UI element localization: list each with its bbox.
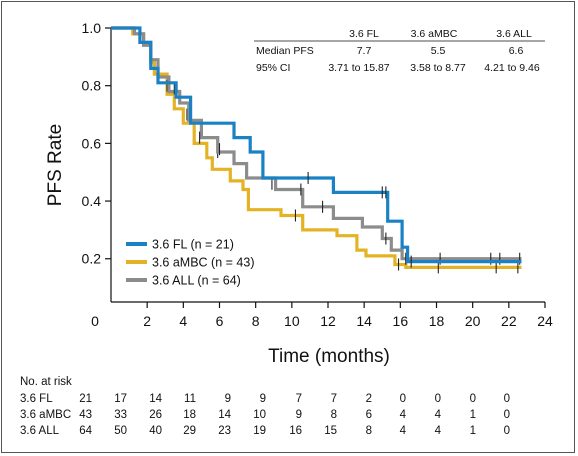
risk-cell: 4 <box>435 425 442 437</box>
risk-cell: 9 <box>296 409 302 421</box>
y-tick-label: 0.8 <box>82 78 102 94</box>
x-tick-label: 10 <box>284 313 300 329</box>
risk-cell: 0 <box>400 393 406 405</box>
risk-cell: 1 <box>470 425 476 437</box>
risk-cell: 9 <box>225 393 231 405</box>
x-ticks: 0 2 4 6 8 10 12 14 16 18 20 22 24 <box>91 302 553 329</box>
risk-cell: 2 <box>366 393 372 405</box>
stats-cell: 3.58 to 8.77 <box>410 62 466 74</box>
risk-table: No. at risk 3.6 FL 3.6 aMBC 3.6 ALL 21 17… <box>20 376 510 437</box>
x-tick-label: 12 <box>320 313 336 329</box>
y-ticks: 0.2 0.4 0.6 0.8 1.0 <box>82 20 111 267</box>
risk-cell: 7 <box>296 393 302 405</box>
x-tick-label: 22 <box>501 313 517 329</box>
risk-cell: 33 <box>114 409 127 421</box>
risk-cell: 0 <box>435 393 441 405</box>
risk-cell: 23 <box>218 425 231 437</box>
risk-cell: 17 <box>114 393 127 405</box>
risk-row-label: 3.6 FL <box>20 393 53 405</box>
stats-col-header: 3.6 ALL <box>496 28 532 40</box>
risk-title: No. at risk <box>20 376 72 388</box>
risk-cell: 16 <box>289 425 302 437</box>
risk-cell: 10 <box>253 409 266 421</box>
risk-cell: 26 <box>149 409 162 421</box>
risk-cell: 0 <box>470 393 476 405</box>
x-tick-label: 24 <box>537 313 553 329</box>
y-tick-label: 0.4 <box>82 193 102 209</box>
risk-cell: 8 <box>331 409 337 421</box>
risk-cell: 14 <box>149 393 162 405</box>
risk-cell: 43 <box>79 409 92 421</box>
risk-cell: 0 <box>504 393 510 405</box>
risk-cell: 7 <box>331 393 337 405</box>
x-tick-label: 20 <box>465 313 481 329</box>
risk-cell: 0 <box>504 409 510 421</box>
risk-cell: 4 <box>435 409 442 421</box>
x-tick-label: 16 <box>393 313 409 329</box>
risk-cell: 4 <box>400 425 407 437</box>
risk-cell: 4 <box>400 409 407 421</box>
x-tick-label: 6 <box>216 313 224 329</box>
risk-row-label: 3.6 ALL <box>20 425 60 437</box>
risk-cell: 64 <box>79 425 92 437</box>
x-tick-label: 18 <box>429 313 445 329</box>
risk-cell: 11 <box>184 393 196 405</box>
risk-cell: 8 <box>366 425 372 437</box>
risk-row-label: 3.6 aMBC <box>20 409 71 421</box>
x-tick-label: 2 <box>143 313 151 329</box>
legend-label-all: 3.6 ALL (n = 64) <box>152 274 241 288</box>
risk-cell: 19 <box>253 425 266 437</box>
stats-cell: 7.7 <box>357 45 372 57</box>
stats-cell: 3.71 to 15.87 <box>328 62 389 74</box>
stats-cell: 4.21 to 9.46 <box>484 62 540 74</box>
risk-cell: 50 <box>114 425 127 437</box>
legend-label-fl: 3.6 FL (n = 21) <box>152 238 234 252</box>
legend-label-ambc: 3.6 aMBC (n = 43) <box>152 256 254 270</box>
risk-cell: 21 <box>79 393 92 405</box>
x-axis-title: Time (months) <box>268 346 390 367</box>
risk-cell: 14 <box>218 409 231 421</box>
x-tick-label: 8 <box>252 313 260 329</box>
stats-row-label: 95% CI <box>256 62 290 74</box>
risk-cell: 29 <box>183 425 196 437</box>
stats-cell: 5.5 <box>431 45 446 57</box>
risk-cell: 15 <box>324 425 337 437</box>
y-tick-label: 0.6 <box>82 135 102 151</box>
x-tick-label: 4 <box>179 313 187 329</box>
stats-row-label: Median PFS <box>256 45 314 57</box>
y-tick-label: 1.0 <box>82 20 102 36</box>
y-tick-label: 0.2 <box>82 251 102 267</box>
risk-cell: 6 <box>366 409 372 421</box>
x-tick-label: 14 <box>356 313 372 329</box>
stats-col-header: 3.6 aMBC <box>411 28 458 40</box>
risk-cell: 40 <box>149 425 162 437</box>
stats-col-header: 3.6 FL <box>349 28 379 40</box>
legend: 3.6 FL (n = 21) 3.6 aMBC (n = 43) 3.6 AL… <box>126 238 254 288</box>
risk-cell: 9 <box>260 393 266 405</box>
risk-cell: 1 <box>470 409 476 421</box>
km-curve-0 <box>111 26 522 264</box>
risk-cell: 0 <box>504 425 510 437</box>
km-curves <box>111 26 522 274</box>
y-axis-title: PFS Rate <box>45 124 66 206</box>
stats-cell: 6.6 <box>509 45 524 57</box>
risk-cell: 18 <box>183 409 196 421</box>
x-tick-label: 0 <box>91 313 99 329</box>
stats-table: 3.6 FL 3.6 aMBC 3.6 ALL Median PFS 7.7 5… <box>254 28 545 74</box>
